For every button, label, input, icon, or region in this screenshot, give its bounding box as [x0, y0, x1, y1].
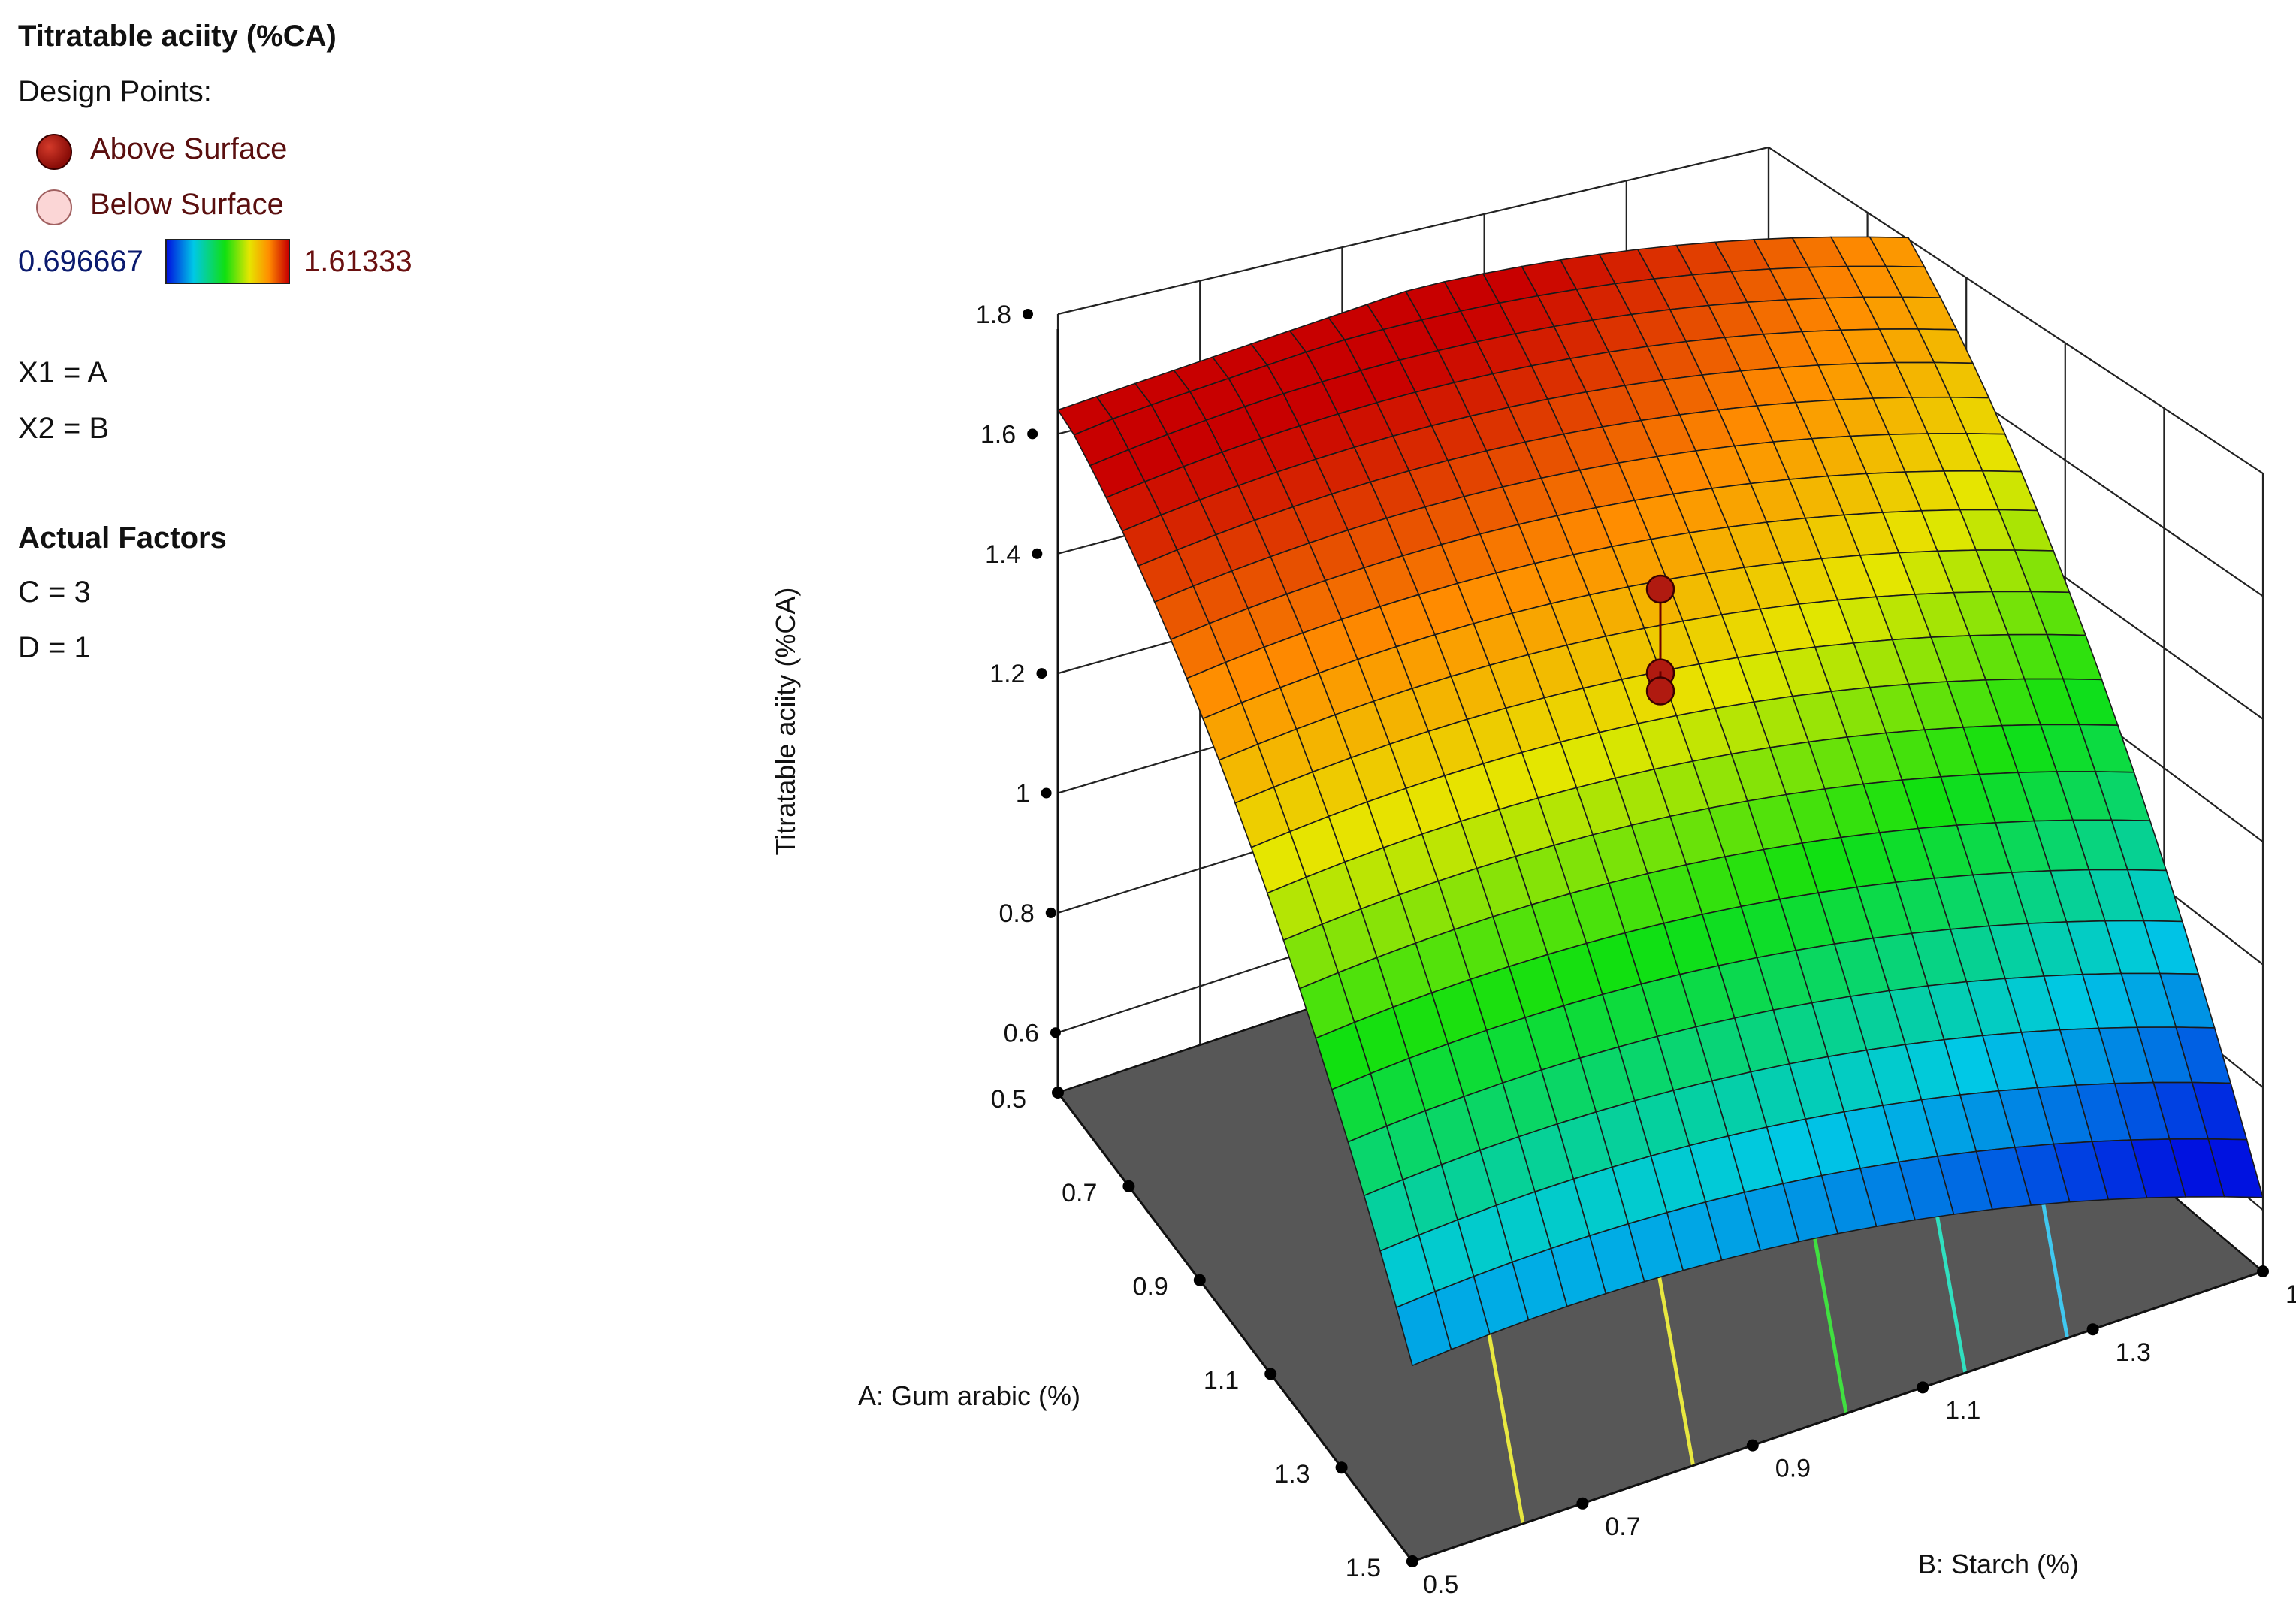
left-wall-gridline	[1057, 146, 1769, 316]
color-scale-max: 1.61333	[304, 245, 412, 278]
x2-mapping: X2 = B	[18, 412, 110, 445]
floor-edges	[1056, 329, 2264, 1563]
z-tick-label: 1.8	[976, 301, 1011, 329]
y-axis-line	[1412, 1270, 2264, 1563]
x-tick-mark	[1264, 1368, 1277, 1380]
legend-panel: Titratable aciity (%CA) Design Points: A…	[0, 0, 526, 751]
z-tick-label: 1	[1016, 780, 1030, 809]
y-tick-label: 1.5	[2285, 1280, 2296, 1309]
z-tick-mark	[1041, 787, 1052, 799]
axis-ticks: 0.5 0.7 0.9 1.1 1.3 1.5 0.5 0.7 0.9 1.1 1.3 1.5 0.6 0…	[976, 301, 2296, 1599]
z-tick-mark	[1032, 548, 1043, 559]
design-point	[1645, 574, 1675, 604]
y-tick-label: 0.9	[1775, 1455, 1811, 1483]
below-surface-marker-icon	[36, 189, 72, 225]
y-tick-mark	[1746, 1439, 1759, 1452]
design-point	[1645, 676, 1675, 706]
x1-mapping: X1 = A	[18, 356, 107, 389]
x-tick-mark	[1193, 1274, 1206, 1286]
design-points-label: Design Points:	[18, 75, 212, 108]
legend-title: Titratable aciity (%CA)	[18, 20, 337, 53]
y-tick-label: 0.7	[1605, 1513, 1640, 1541]
below-surface-label: Below Surface	[90, 188, 284, 221]
x-axis-line	[1056, 1092, 1414, 1562]
y-tick-label: 0.5	[1423, 1570, 1458, 1599]
x-tick-label: 1.3	[1274, 1460, 1310, 1489]
response-surface	[1056, 236, 2264, 1367]
z-tick-label: 1.6	[980, 420, 1016, 449]
actual-factors-title: Actual Factors	[18, 521, 227, 555]
x-tick-mark	[1335, 1461, 1348, 1474]
color-scale-min: 0.696667	[18, 245, 144, 278]
z-tick-label: 0.6	[1004, 1019, 1039, 1047]
x-tick-label: 0.9	[1133, 1273, 1168, 1301]
y-tick-label: 1.1	[1945, 1396, 1980, 1425]
y-tick-mark	[2257, 1265, 2269, 1277]
x-tick-label: 0.7	[1062, 1179, 1097, 1207]
x-axis-title: A: Gum arabic (%)	[858, 1380, 1080, 1411]
z-tick-mark	[1050, 1027, 1061, 1038]
z-axis-title: Titratable aciity (%CA)	[770, 588, 801, 856]
surface-cell	[1395, 1290, 1452, 1367]
z-tick-mark	[1023, 309, 1033, 319]
x-tick-label: 1.5	[1346, 1554, 1381, 1582]
y-tick-mark	[1406, 1555, 1418, 1567]
z-tick-label: 1.2	[989, 660, 1025, 688]
color-scale-bar	[165, 239, 290, 284]
x-tick-mark	[1122, 1180, 1135, 1192]
z-tick-mark	[1036, 668, 1047, 679]
y-axis-title: B: Starch (%)	[1918, 1549, 2079, 1579]
design-points	[1645, 574, 1675, 706]
z-tick-label: 1.4	[985, 540, 1020, 569]
x-tick-label: 1.1	[1204, 1366, 1239, 1395]
z-tick-mark	[1027, 428, 1038, 440]
factor-c-value: C = 3	[18, 576, 91, 609]
y-tick-label: 1.3	[2116, 1338, 2151, 1367]
x-tick-label: 0.5	[991, 1085, 1026, 1114]
z-tick-mark	[1045, 907, 1056, 918]
y-tick-mark	[1576, 1497, 1589, 1510]
y-tick-mark	[1917, 1381, 1929, 1394]
y-tick-mark	[2086, 1323, 2099, 1336]
above-surface-marker-icon	[36, 134, 72, 170]
above-surface-label: Above Surface	[90, 132, 288, 165]
z-tick-label: 0.8	[999, 899, 1035, 928]
x-tick-mark	[1052, 1087, 1064, 1099]
right-wall-gridline	[1768, 147, 2264, 474]
factor-d-value: D = 1	[18, 631, 91, 664]
